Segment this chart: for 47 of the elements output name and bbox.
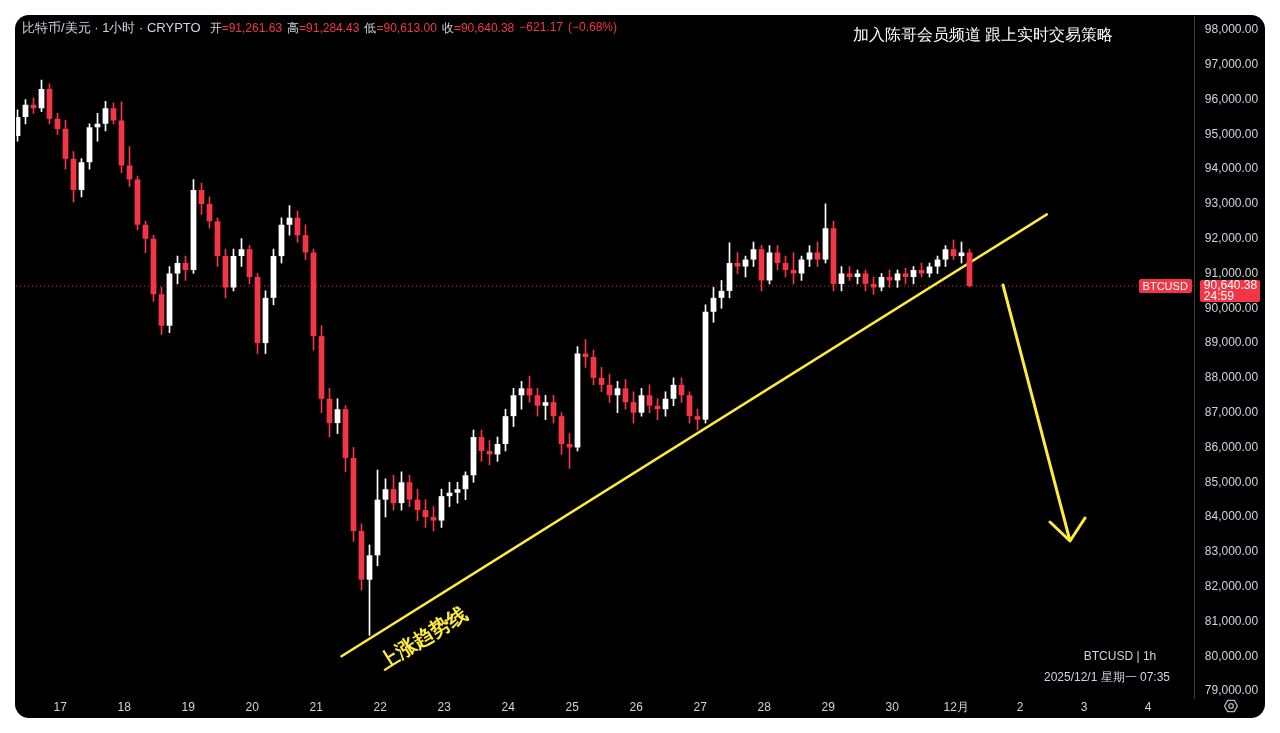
y-tick-label: 98,000.00 — [1204, 22, 1259, 37]
x-tick-label: 25 — [565, 699, 580, 714]
y-tick-label: 84,000.00 — [1204, 509, 1259, 524]
x-tick-label: 22 — [373, 699, 388, 714]
x-tick-label: 17 — [53, 699, 68, 714]
y-tick-label: 81,000.00 — [1204, 613, 1259, 628]
x-tick-label: 24 — [501, 699, 516, 714]
annotation: 加入陈哥会员频道 跟上实时交易策略 — [852, 25, 1114, 45]
y-tick-label: 85,000.00 — [1204, 474, 1259, 489]
x-tick-label: 23 — [437, 699, 452, 714]
y-tick-label: 95,000.00 — [1204, 126, 1259, 141]
y-tick-label: 90,000.00 — [1204, 300, 1259, 315]
x-tick-label: 12月 — [943, 699, 969, 714]
ref-line-label: BTCUSD — [1138, 279, 1192, 293]
x-tick-label: 28 — [757, 699, 772, 714]
y-tick-label: 97,000.00 — [1204, 57, 1259, 72]
y-tick-label: 93,000.00 — [1204, 196, 1259, 211]
text: 24:59 — [1203, 289, 1234, 303]
y-tick-label: 91,000.00 — [1204, 265, 1259, 280]
y-tick-label: 88,000.00 — [1204, 370, 1259, 385]
y-tick-label: 89,000.00 — [1204, 335, 1259, 350]
x-tick-label: 4 — [1144, 699, 1152, 714]
y-tick-label: 86,000.00 — [1204, 439, 1259, 454]
y-tick-label: 87,000.00 — [1204, 404, 1259, 419]
y-tick-label: 79,000.00 — [1204, 683, 1259, 698]
chart-subtitle: 开=91,261.63 高=91,284.43 低=90,613.00 收=90,640.38 −621.17 (−0.68%) — [209, 20, 618, 37]
y-tick-label: 80,000.00 — [1204, 648, 1259, 663]
y-tick-label: 83,000.00 — [1204, 544, 1259, 559]
x-tick-label: 18 — [117, 699, 132, 714]
x-tick-label: 27 — [693, 699, 708, 714]
x-tick-label: 2 — [1016, 699, 1024, 714]
x-tick-label: 30 — [885, 699, 900, 714]
y-tick-label: 92,000.00 — [1204, 231, 1259, 246]
x-tick-label: 20 — [245, 699, 260, 714]
y-tick-label: 96,000.00 — [1204, 91, 1259, 106]
text: 90,640.38 — [1203, 278, 1259, 292]
x-tick-label: 29 — [821, 699, 836, 714]
annotation: 2025/12/1 星期一 07:35 — [1043, 669, 1171, 686]
annotation: BTCUSD | 1h — [1083, 649, 1157, 663]
x-tick-label: 19 — [181, 699, 196, 714]
y-tick-label: 94,000.00 — [1204, 161, 1259, 176]
y-tick-label: 82,000.00 — [1204, 578, 1259, 593]
x-tick-label: 21 — [309, 699, 324, 714]
x-tick-label: 3 — [1080, 699, 1088, 714]
x-tick-label: 26 — [629, 699, 644, 714]
text: 上涨趋势线 — [373, 600, 473, 676]
chart-title: 比特币/美元 · 1小时 · CRYPTO — [22, 19, 201, 37]
